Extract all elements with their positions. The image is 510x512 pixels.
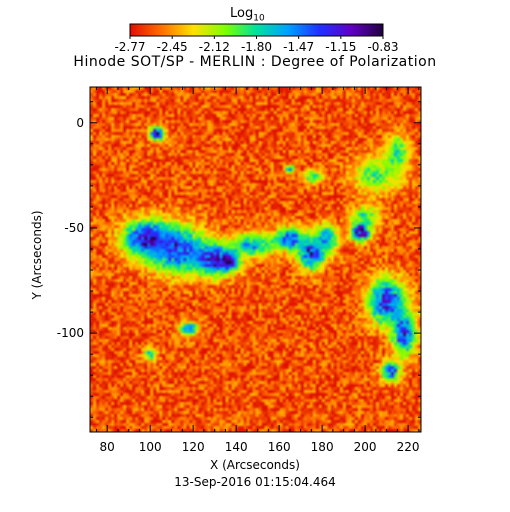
x-axis-label: X (Arcseconds) <box>210 458 300 472</box>
colorbar-tick-label: -0.83 <box>367 40 398 54</box>
timestamp: 13-Sep-2016 01:15:04.464 <box>174 475 336 489</box>
x-tick-label: 140 <box>225 440 248 454</box>
x-tick-label: 220 <box>397 440 420 454</box>
x-tick-label: 80 <box>100 440 115 454</box>
colorbar <box>129 23 384 37</box>
y-tick-label: -100 <box>57 326 84 340</box>
x-tick-label: 160 <box>268 440 291 454</box>
plot-frame <box>89 86 422 433</box>
x-tick-label: 200 <box>354 440 377 454</box>
colorbar-label-sub: 10 <box>253 13 265 24</box>
x-tick-label: 180 <box>311 440 334 454</box>
chart-title: Hinode SOT/SP - MERLIN : Degree of Polar… <box>73 54 437 70</box>
colorbar-tick-label: -1.47 <box>283 40 314 54</box>
colorbar-tick-label: -2.12 <box>199 40 230 54</box>
colorbar-label-main: Log <box>230 6 254 21</box>
y-axis-label: Y (Arcseconds) <box>30 210 44 300</box>
x-tick-label: 120 <box>182 440 205 454</box>
colorbar-tick-label: -2.77 <box>114 40 145 54</box>
y-tick-label: -50 <box>64 221 84 235</box>
colorbar-tick-label: -2.45 <box>157 40 188 54</box>
x-tick-label: 100 <box>139 440 162 454</box>
colorbar-tick-label: -1.80 <box>241 40 272 54</box>
colorbar-label: Log10 <box>230 6 265 24</box>
heatmap-image <box>90 87 421 432</box>
y-tick-label: 0 <box>76 116 84 130</box>
colorbar-tick-label: -1.15 <box>325 40 356 54</box>
